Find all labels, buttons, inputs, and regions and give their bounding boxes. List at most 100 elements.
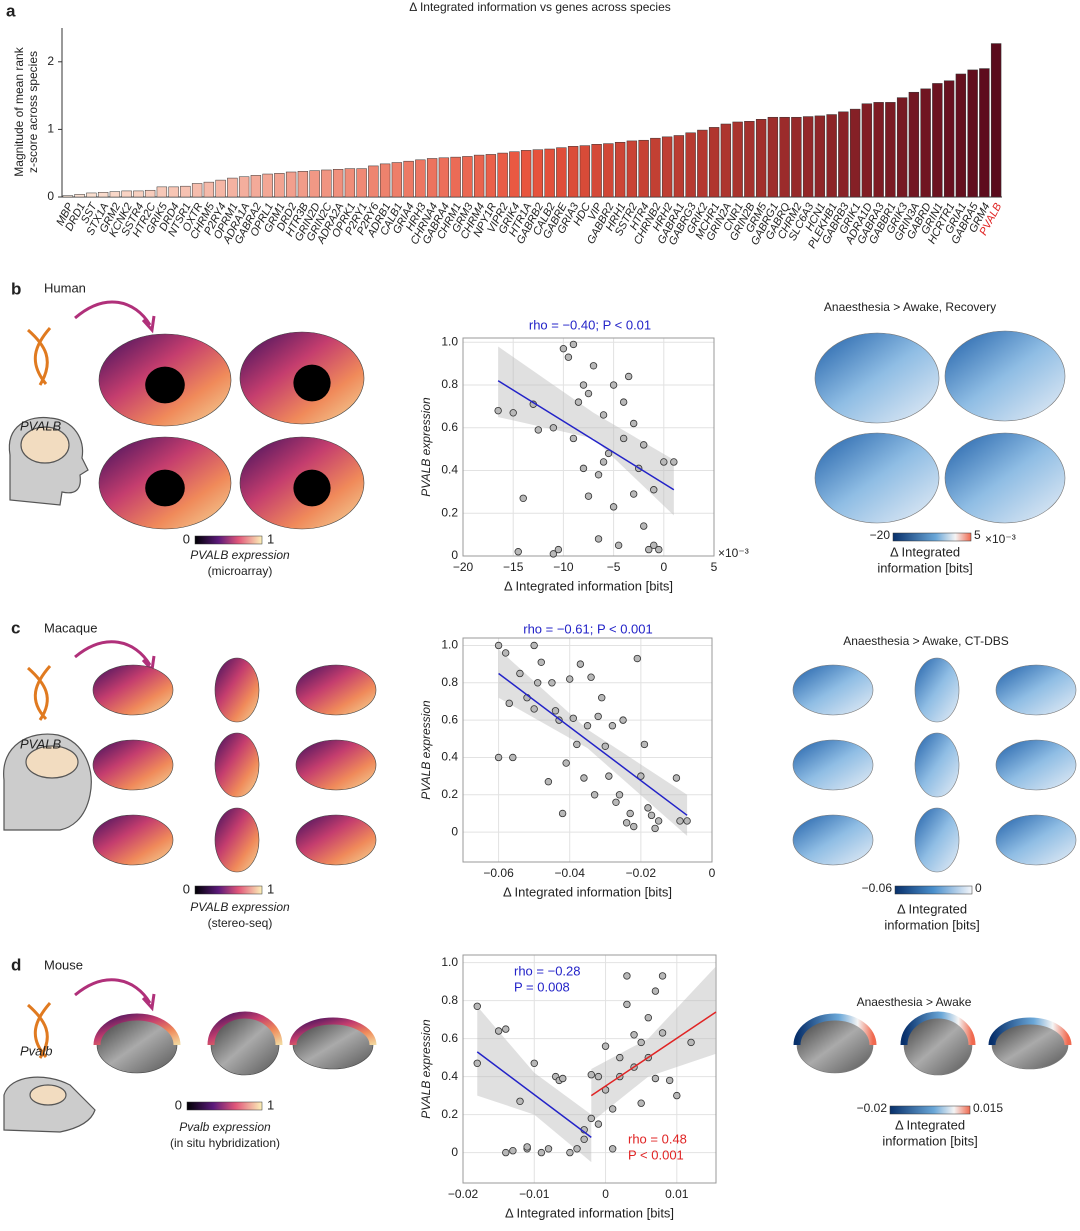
point (589, 362, 598, 370)
bar (532, 149, 544, 198)
point (609, 381, 618, 389)
x-tick-label: 5 (711, 560, 718, 574)
bar (755, 119, 767, 198)
colorbar-tick-label: −0.06 (862, 881, 893, 895)
point (660, 458, 668, 466)
y-tick-label: 0.6 (441, 1031, 458, 1045)
bar (779, 116, 790, 198)
annotation: P < 0.001 (628, 1147, 684, 1162)
point (580, 1135, 588, 1143)
bar (814, 115, 826, 198)
brain-icon (29, 1084, 67, 1106)
chart-title: rho = −0.61; P < 0.001 (523, 621, 653, 636)
colorbar-tick-label: 1 (267, 1097, 274, 1112)
point (609, 503, 618, 511)
point (644, 1014, 652, 1022)
bar (391, 162, 403, 198)
bar (86, 192, 97, 198)
point (473, 1002, 481, 1010)
bar (697, 129, 708, 198)
brain-map (295, 664, 377, 716)
brain-mask (293, 469, 331, 507)
y-tick-label: 0.4 (441, 750, 458, 764)
y-tick-label: 0.6 (441, 712, 458, 726)
point (626, 809, 634, 818)
chart-title: Δ Integrated information vs genes across… (409, 0, 671, 14)
brain-map (792, 664, 874, 716)
x-axis-label: Δ Integrated information [bits] (503, 884, 672, 899)
point (548, 679, 556, 687)
colorbar-label: (microarray) (208, 564, 273, 578)
point (534, 426, 542, 434)
point (587, 1070, 595, 1079)
arrow-head (141, 993, 156, 1012)
bar (285, 171, 297, 198)
bar (309, 170, 320, 198)
brain-map (995, 814, 1077, 866)
colorbar-tick-label: 0 (175, 1097, 182, 1112)
point (622, 819, 631, 827)
x-tick-label: −0.06 (483, 866, 514, 880)
bar (497, 152, 508, 198)
bar (262, 173, 273, 198)
point (619, 716, 627, 724)
silhouettes (3, 416, 96, 1133)
x-tick-label: −0.02 (448, 1187, 479, 1201)
colorbar-label: PVALB expression (190, 900, 290, 914)
y-tick-label: 1.0 (441, 955, 458, 969)
point (616, 1053, 624, 1062)
x-tick-label: −20 (453, 560, 474, 574)
bar (685, 132, 696, 198)
bar (121, 190, 132, 198)
point (594, 1120, 603, 1128)
point (614, 541, 623, 550)
annotation: rho = 0.48 (628, 1131, 687, 1146)
brain-icon (25, 745, 79, 779)
y-tick-label: 0.8 (441, 377, 458, 391)
y-tick-label: 1.0 (441, 638, 458, 652)
y-tick-label: 0.4 (441, 463, 458, 477)
y-tick-label: 0.2 (441, 505, 458, 519)
point (598, 694, 606, 702)
colorbar-tick-label: −20 (870, 528, 891, 542)
map-title: Anaesthesia > Awake (857, 995, 972, 1009)
point (559, 344, 568, 353)
bar (403, 160, 414, 198)
point (501, 649, 510, 657)
y-tick-label: 0 (451, 824, 458, 838)
bar (967, 69, 978, 198)
colorbar (889, 1105, 971, 1115)
bar (932, 83, 943, 198)
brain-icon (20, 426, 70, 464)
brain-rim (900, 1011, 976, 1046)
bar (661, 136, 673, 198)
point (573, 740, 581, 749)
bar (920, 88, 931, 198)
confidence-band (591, 966, 716, 1123)
point (587, 673, 595, 681)
brain-map (792, 814, 874, 866)
point (673, 1091, 681, 1100)
point (594, 535, 603, 543)
point (601, 742, 609, 750)
bar (732, 121, 743, 198)
point (590, 791, 599, 799)
colorbar-tick-label: 0.015 (973, 1101, 1003, 1115)
plot-frame (462, 637, 713, 863)
colorbar-label: Δ Integrated (895, 1117, 965, 1132)
arrow (74, 640, 152, 666)
bar (638, 139, 649, 198)
brain-mask (145, 366, 185, 404)
y-tick-label: 0 (47, 189, 54, 203)
point (650, 486, 658, 494)
colorbar-label: information [bits] (884, 917, 979, 932)
gene-label: PVALB (20, 418, 62, 433)
x-tick-label: −15 (503, 560, 524, 574)
point (654, 817, 663, 825)
bar (673, 135, 685, 198)
colorbar-label: information [bits] (877, 560, 972, 575)
fit-line (498, 672, 688, 816)
bar (109, 191, 121, 198)
colorbar (892, 532, 972, 542)
bar (556, 147, 567, 198)
